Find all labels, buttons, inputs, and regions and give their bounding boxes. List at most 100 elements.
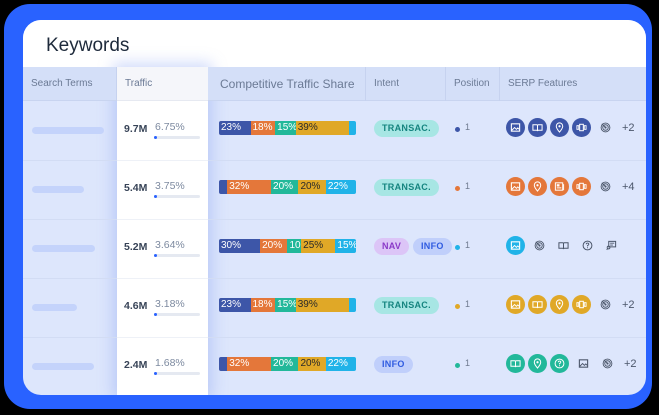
traffic-value: 5.2M bbox=[124, 241, 148, 253]
share-segment-cyan[interactable] bbox=[349, 298, 356, 312]
position-dot bbox=[455, 127, 460, 132]
header-position[interactable]: Position bbox=[446, 67, 500, 101]
share-segment-blue[interactable]: 23% bbox=[219, 121, 251, 135]
share-segment-teal[interactable]: 20% bbox=[271, 180, 299, 194]
share-segment-teal[interactable]: 10% bbox=[287, 239, 302, 253]
traffic-percent: 3.64% bbox=[155, 239, 185, 251]
target-icon[interactable] bbox=[596, 118, 615, 137]
share-segment-blue[interactable] bbox=[219, 180, 228, 194]
traffic-progress-bar bbox=[154, 136, 200, 139]
book-icon[interactable] bbox=[506, 354, 525, 373]
traffic-progress-bar bbox=[154, 195, 200, 198]
intent-badge-transac: TRANSAC. bbox=[374, 179, 439, 196]
book-icon[interactable] bbox=[528, 118, 547, 137]
location-pin-icon[interactable] bbox=[528, 354, 547, 373]
table-row[interactable]: 4.6M 3.18% 23% 18% 15% 39% TRANSAC. 1 +2 bbox=[23, 279, 646, 338]
share-segment-blue[interactable]: 23% bbox=[219, 298, 251, 312]
share-segment-orange[interactable]: 18% bbox=[250, 298, 276, 312]
image-icon[interactable] bbox=[506, 177, 525, 196]
target-icon[interactable] bbox=[596, 295, 615, 314]
question-icon[interactable] bbox=[578, 236, 597, 255]
header-serp-features[interactable]: SERP Features bbox=[508, 78, 578, 89]
intent-badge-nav: NAV bbox=[374, 238, 410, 255]
share-segment-orange[interactable]: 20% bbox=[260, 239, 288, 253]
location-pin-icon[interactable] bbox=[528, 177, 547, 196]
share-segment-blue[interactable] bbox=[219, 357, 228, 371]
carousel-icon[interactable] bbox=[572, 118, 591, 137]
traffic-percent: 3.75% bbox=[155, 180, 185, 192]
image-icon[interactable] bbox=[506, 118, 525, 137]
share-segment-orange[interactable]: 18% bbox=[250, 121, 276, 135]
serp-features bbox=[506, 236, 621, 255]
traffic-percent: 6.75% bbox=[155, 121, 185, 133]
share-segment-cyan[interactable]: 15% bbox=[335, 239, 356, 253]
competitive-share-bar: 32% 20% 20% 22% bbox=[219, 180, 356, 194]
traffic-progress-bar bbox=[154, 313, 200, 316]
share-segment-yellow[interactable]: 25% bbox=[301, 239, 336, 253]
table-header: Search Terms Traffic Competitive Traffic… bbox=[23, 67, 646, 101]
image-icon[interactable] bbox=[506, 236, 525, 255]
question-icon[interactable] bbox=[550, 354, 569, 373]
share-segment-yellow[interactable]: 39% bbox=[295, 121, 350, 135]
position-value: 1 bbox=[465, 240, 471, 250]
table-row[interactable]: 9.7M 6.75% 23% 18% 15% 39% TRANSAC. 1 +2 bbox=[23, 102, 646, 161]
position-value: 1 bbox=[465, 358, 471, 368]
location-pin-icon[interactable] bbox=[550, 295, 569, 314]
traffic-column-highlight bbox=[117, 67, 208, 395]
header-competitive-traffic-share[interactable]: Competitive Traffic Share bbox=[208, 67, 366, 101]
page-title: Keywords bbox=[46, 35, 130, 56]
news-icon[interactable] bbox=[550, 177, 569, 196]
target-icon[interactable] bbox=[596, 177, 615, 196]
share-segment-teal[interactable]: 20% bbox=[271, 357, 299, 371]
target-icon[interactable] bbox=[598, 354, 617, 373]
table-row[interactable]: 2.4M 1.68% 32% 20% 20% 22% INFO 1 +2 bbox=[23, 338, 646, 395]
image-icon[interactable] bbox=[574, 354, 593, 373]
share-segment-orange[interactable]: 32% bbox=[227, 180, 272, 194]
serp-features: +2 bbox=[506, 118, 635, 137]
share-segment-blue[interactable]: 30% bbox=[219, 239, 261, 253]
share-segment-yellow[interactable]: 20% bbox=[298, 357, 326, 371]
intent-badge-info: INFO bbox=[413, 238, 452, 255]
position-dot bbox=[455, 186, 460, 191]
more-features-count[interactable]: +2 bbox=[624, 357, 637, 370]
competitive-share-bar: 23% 18% 15% 39% bbox=[219, 298, 356, 312]
carousel-icon[interactable] bbox=[572, 177, 591, 196]
more-features-count[interactable]: +2 bbox=[622, 298, 635, 311]
more-features-count[interactable]: +4 bbox=[622, 180, 635, 193]
location-pin-icon[interactable] bbox=[550, 118, 569, 137]
share-segment-yellow[interactable]: 20% bbox=[298, 180, 326, 194]
intent-badge-info: INFO bbox=[374, 356, 413, 373]
header-intent[interactable]: Intent bbox=[366, 67, 446, 101]
table-row[interactable]: 5.4M 3.75% 32% 20% 20% 22% TRANSAC. 1 +4 bbox=[23, 161, 646, 220]
book-icon[interactable] bbox=[528, 295, 547, 314]
image-icon[interactable] bbox=[506, 295, 525, 314]
keywords-table: Search Terms Traffic Competitive Traffic… bbox=[23, 67, 646, 395]
header-search-terms[interactable]: Search Terms bbox=[23, 67, 117, 101]
share-segment-cyan[interactable]: 22% bbox=[325, 357, 356, 371]
traffic-progress-bar bbox=[154, 372, 200, 375]
intent-badge-transac: TRANSAC. bbox=[374, 120, 439, 137]
target-icon[interactable] bbox=[530, 236, 549, 255]
review-icon[interactable] bbox=[602, 236, 621, 255]
share-segment-cyan[interactable]: 22% bbox=[325, 180, 356, 194]
share-segment-orange[interactable]: 32% bbox=[227, 357, 272, 371]
share-segment-teal[interactable]: 15% bbox=[275, 121, 296, 135]
share-segment-cyan[interactable] bbox=[349, 121, 356, 135]
more-features-count[interactable]: +2 bbox=[622, 121, 635, 134]
search-term-placeholder bbox=[32, 127, 104, 134]
header-traffic[interactable]: Traffic bbox=[125, 78, 153, 89]
competitive-share-bar: 30%20%10%25%15% bbox=[219, 239, 356, 253]
app-frame: Keywords Search Terms Traffic Competitiv… bbox=[4, 4, 652, 409]
search-term-placeholder bbox=[32, 363, 94, 370]
search-term-placeholder bbox=[32, 186, 84, 193]
serp-features: +2 bbox=[506, 354, 637, 373]
share-segment-yellow[interactable]: 39% bbox=[295, 298, 350, 312]
traffic-percent: 1.68% bbox=[155, 357, 185, 369]
traffic-value: 9.7M bbox=[124, 123, 148, 135]
share-segment-teal[interactable]: 15% bbox=[275, 298, 296, 312]
competitive-share-bar: 32% 20% 20% 22% bbox=[219, 357, 356, 371]
carousel-icon[interactable] bbox=[572, 295, 591, 314]
serp-features: +4 bbox=[506, 177, 635, 196]
book-icon[interactable] bbox=[554, 236, 573, 255]
